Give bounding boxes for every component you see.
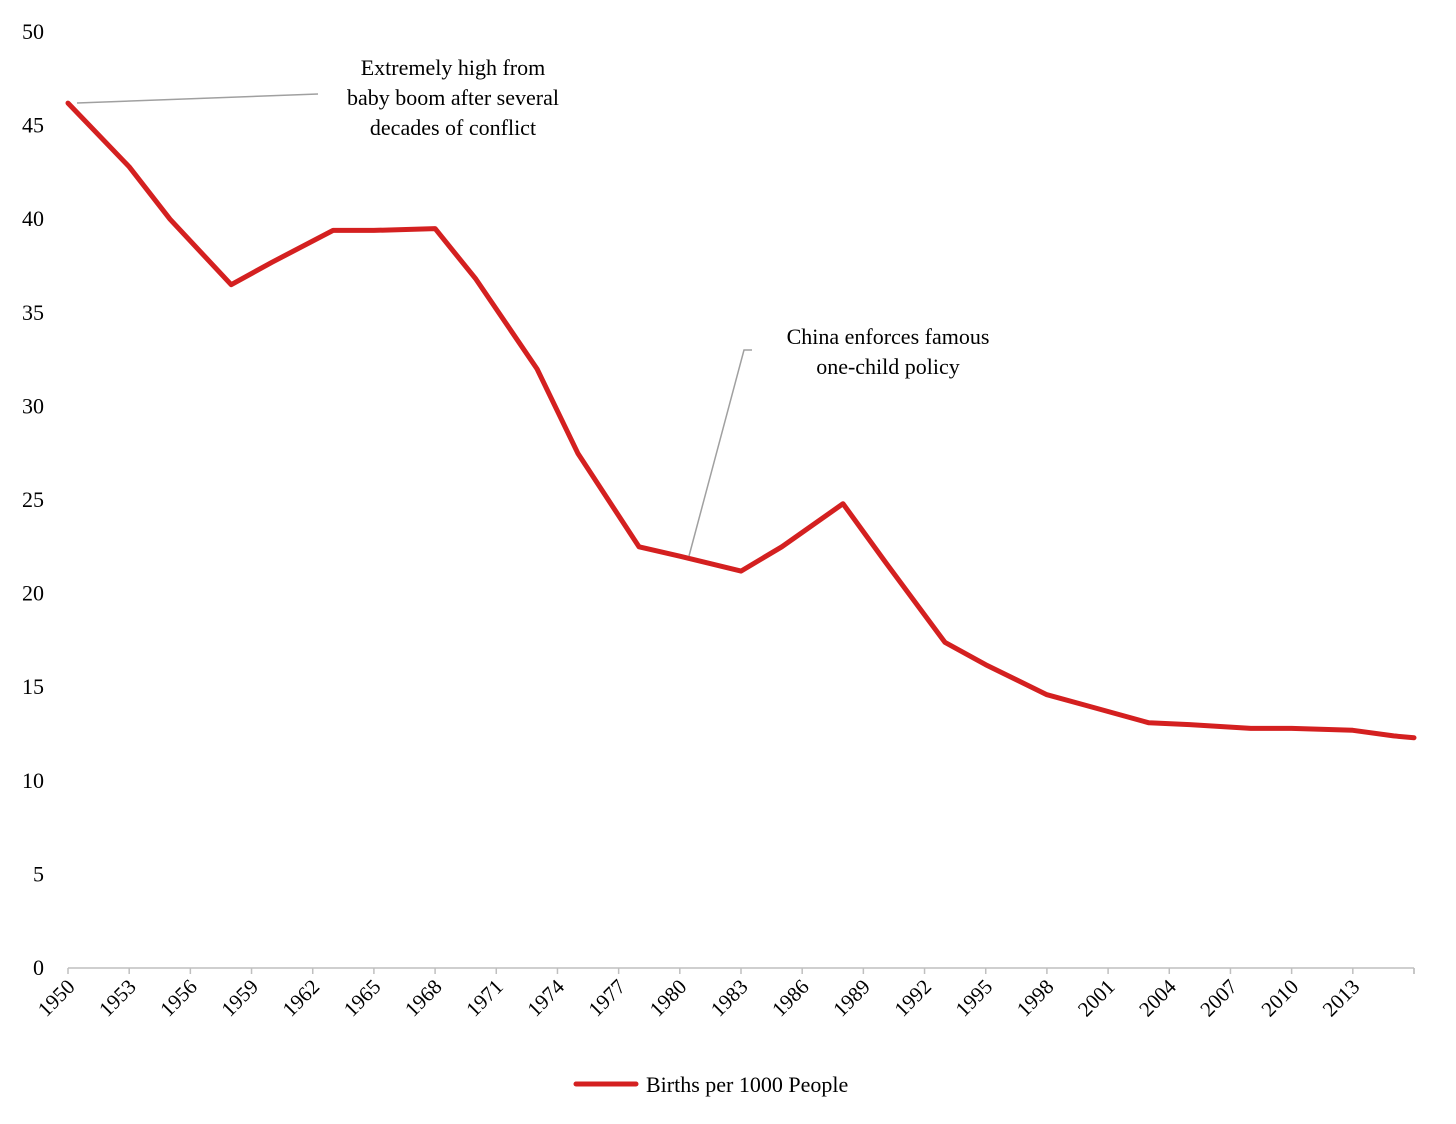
y-tick-label: 10	[22, 768, 44, 793]
x-tick-label: 1983	[706, 975, 753, 1022]
annotation-text: China enforces famous	[787, 324, 990, 349]
y-tick-label: 0	[33, 955, 44, 980]
x-tick-label: 1965	[339, 975, 386, 1022]
x-tick-label: 1980	[645, 975, 692, 1022]
annotation-leader-line	[76, 93, 319, 104]
annotation: China enforces famous one-child policy	[688, 324, 990, 557]
legend-label: Births per 1000 People	[646, 1072, 848, 1097]
x-tick-label: 1977	[584, 975, 631, 1022]
x-tick-label: 1989	[828, 975, 875, 1022]
x-tick-label: 1974	[522, 974, 569, 1021]
legend: Births per 1000 People	[573, 1072, 848, 1097]
x-tick-label: 1956	[155, 975, 202, 1022]
annotation-text: one-child policy	[816, 354, 960, 379]
x-tick-label: 1962	[278, 975, 325, 1022]
x-tick-label: 1968	[400, 975, 447, 1022]
y-tick-label: 30	[22, 393, 44, 418]
x-axis	[67, 967, 1415, 974]
annotation-text: Extremely high from	[361, 55, 546, 80]
y-tick-label: 45	[22, 113, 44, 138]
x-tick-label: 1950	[33, 975, 80, 1022]
x-tick-label: 1953	[94, 975, 141, 1022]
y-tick-label: 40	[22, 206, 44, 231]
x-tick-label: 2010	[1257, 975, 1304, 1022]
x-tick-label: 1971	[461, 975, 508, 1022]
x-tick-label: 1998	[1012, 975, 1059, 1022]
y-axis-tick-labels: 0 5 10 15 20 25 30 35 40 45 50	[22, 19, 44, 980]
annotation-text: baby boom after several	[347, 85, 559, 110]
y-tick-label: 25	[22, 487, 44, 512]
annotation-text: decades of conflict	[370, 115, 536, 140]
y-tick-label: 50	[22, 19, 44, 44]
y-tick-label: 20	[22, 581, 44, 606]
x-tick-label: 1986	[767, 975, 814, 1022]
x-tick-label: 1995	[951, 975, 998, 1022]
annotations: Extremely high from baby boom after sever…	[76, 55, 990, 557]
x-tick-label: 2013	[1318, 975, 1365, 1022]
y-tick-label: 5	[33, 861, 44, 886]
annotation: Extremely high from baby boom after sever…	[76, 55, 559, 140]
x-tick-label: 2007	[1195, 975, 1242, 1022]
y-tick-label: 35	[22, 300, 44, 325]
series-layer	[65, 100, 1417, 741]
x-tick-label: 2001	[1073, 975, 1120, 1022]
x-tick-label: 1992	[889, 975, 936, 1022]
x-tick-label: 2004	[1134, 974, 1181, 1021]
y-tick-label: 15	[22, 674, 44, 699]
x-axis-tick-labels: 1950 1953 1956 1959 1962 1965 1968 1971 1974 1977…	[33, 974, 1364, 1021]
series-line	[65, 100, 1417, 741]
x-tick-label: 1959	[216, 975, 263, 1022]
annotation-leader-line	[688, 349, 752, 557]
